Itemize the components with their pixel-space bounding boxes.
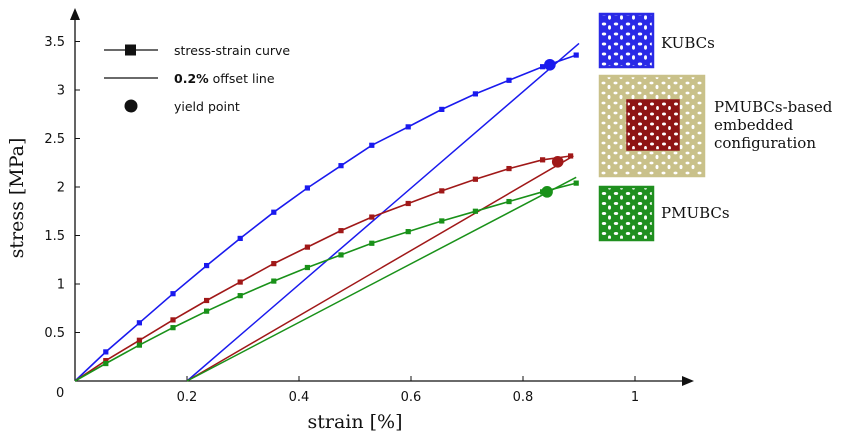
data-point-pmubcs-based-embedded-configuration [568, 153, 574, 159]
y-tick-label: 3 [57, 84, 65, 99]
data-point-pmubcs-based-embedded-configuration [338, 228, 344, 234]
x-axis-title: strain [%] [307, 411, 402, 433]
data-point-pmubcs-based-embedded-configuration [506, 165, 512, 172]
x-tick-label: 0.2 [177, 390, 198, 405]
y-tick-label: 0.5 [44, 326, 65, 341]
x-tick-label: 0.8 [513, 390, 534, 405]
x-ticks: 0.2 0.4 0.6 0.8 1 [177, 376, 639, 405]
data-point-pmubcs-based-embedded-configuration [439, 188, 445, 194]
series-pmubcs [74, 176, 579, 382]
data-point-pmubcs-based-embedded-configuration [103, 358, 109, 364]
yield-point-pmubcs-based-embedded-configuration [551, 155, 564, 168]
x-axis-arrow [682, 376, 694, 386]
data-point-pmubcs [271, 278, 277, 284]
data-point-pmubcs-based-embedded-configuration [237, 279, 243, 285]
data-point-kubcs [405, 124, 411, 130]
data-point-pmubcs [204, 308, 210, 314]
data-point-pmubcs [506, 198, 512, 205]
y-tick-label: 1 [57, 278, 65, 293]
y-tick-label: 2 [57, 181, 65, 196]
data-point-kubcs [540, 64, 546, 70]
data-point-kubcs [170, 291, 176, 297]
yield-point-pmubcs [541, 186, 553, 198]
data-point-pmubcs-based-embedded-configuration [271, 261, 277, 267]
label-pmubcs: PMUBCs [661, 204, 730, 222]
legend: stress-strain curve 0.2% offset line yie… [104, 43, 290, 114]
data-point-kubcs [237, 235, 243, 242]
legend-label-offset-rest: offset line [209, 71, 275, 86]
series-kubcs [74, 42, 580, 382]
data-point-kubcs [573, 52, 579, 58]
data-point-kubcs [439, 106, 445, 112]
data-point-pmubcs [472, 208, 478, 214]
curve-pmubcs-based-embedded-configuration [74, 155, 571, 382]
data-point-pmubcs [573, 180, 579, 186]
legend-label-offset-bold: 0.2% [174, 71, 209, 86]
data-point-kubcs [304, 185, 310, 191]
series-layer [74, 42, 580, 382]
data-point-kubcs [204, 262, 210, 269]
data-point-kubcs [136, 320, 142, 326]
data-point-pmubcs-based-embedded-configuration [170, 317, 176, 323]
data-point-pmubcs [338, 252, 344, 258]
origin-label: 0 [56, 386, 64, 401]
microstructure-thumbnails [598, 12, 706, 242]
offset-line-pmubcs [186, 176, 577, 382]
label-embedded-line3: configuration [714, 134, 816, 152]
data-point-pmubcs [237, 293, 243, 299]
axes [70, 8, 694, 386]
series-pmubcs-based-embedded-configuration [74, 153, 574, 382]
data-point-kubcs [271, 209, 277, 215]
data-point-pmubcs [136, 342, 142, 348]
y-tick-label: 1.5 [44, 229, 65, 244]
yield-point-kubcs [544, 58, 556, 71]
data-point-pmubcs-based-embedded-configuration [204, 297, 210, 304]
data-point-kubcs [506, 77, 512, 83]
data-point-kubcs [472, 91, 478, 97]
x-tick-label: 1 [631, 390, 639, 405]
data-point-pmubcs-based-embedded-configuration [136, 337, 142, 343]
data-point-pmubcs [170, 325, 176, 331]
data-point-kubcs [338, 163, 344, 169]
legend-square-marker [125, 44, 136, 56]
x-tick-label: 0.6 [401, 390, 422, 405]
legend-label-yield: yield point [174, 99, 240, 114]
pmubcs-thumbnail [598, 185, 655, 242]
data-point-pmubcs-based-embedded-configuration [369, 214, 375, 220]
data-point-pmubcs-based-embedded-configuration [304, 244, 310, 250]
data-point-pmubcs-based-embedded-configuration [472, 176, 478, 182]
data-point-kubcs [369, 142, 375, 148]
data-point-pmubcs-based-embedded-configuration [540, 157, 546, 163]
y-tick-label: 2.5 [44, 132, 65, 147]
label-embedded-line1: PMUBCs-based [714, 98, 833, 116]
kubcs-thumbnail [598, 12, 655, 69]
y-ticks: 0.5 1 1.5 2 2.5 3 3.5 [44, 35, 80, 341]
data-point-pmubcs [439, 218, 445, 224]
data-point-pmubcs [369, 240, 375, 246]
y-axis-title: stress [MPa] [6, 138, 28, 259]
data-point-kubcs [103, 349, 109, 355]
legend-label-curve: stress-strain curve [174, 43, 290, 58]
side-labels: KUBCs PMUBCs-based embedded configuratio… [661, 34, 833, 222]
data-point-pmubcs [103, 360, 109, 367]
legend-label-offset: 0.2% offset line [174, 71, 275, 86]
y-tick-label: 3.5 [44, 35, 65, 50]
curve-pmubcs [74, 182, 577, 382]
legend-circle-marker [124, 99, 138, 113]
embedded-thumbnail-inner [626, 99, 680, 151]
data-point-pmubcs-based-embedded-configuration [405, 200, 411, 207]
data-point-pmubcs [304, 264, 310, 271]
y-axis-arrow [70, 8, 80, 20]
curve-kubcs [74, 54, 577, 382]
data-point-pmubcs [405, 229, 411, 235]
label-kubcs: KUBCs [661, 34, 715, 52]
label-embedded-line2: embedded [714, 116, 794, 134]
offset-line-pmubcs-based-embedded-configuration [186, 155, 574, 382]
x-tick-label: 0.4 [289, 390, 310, 405]
